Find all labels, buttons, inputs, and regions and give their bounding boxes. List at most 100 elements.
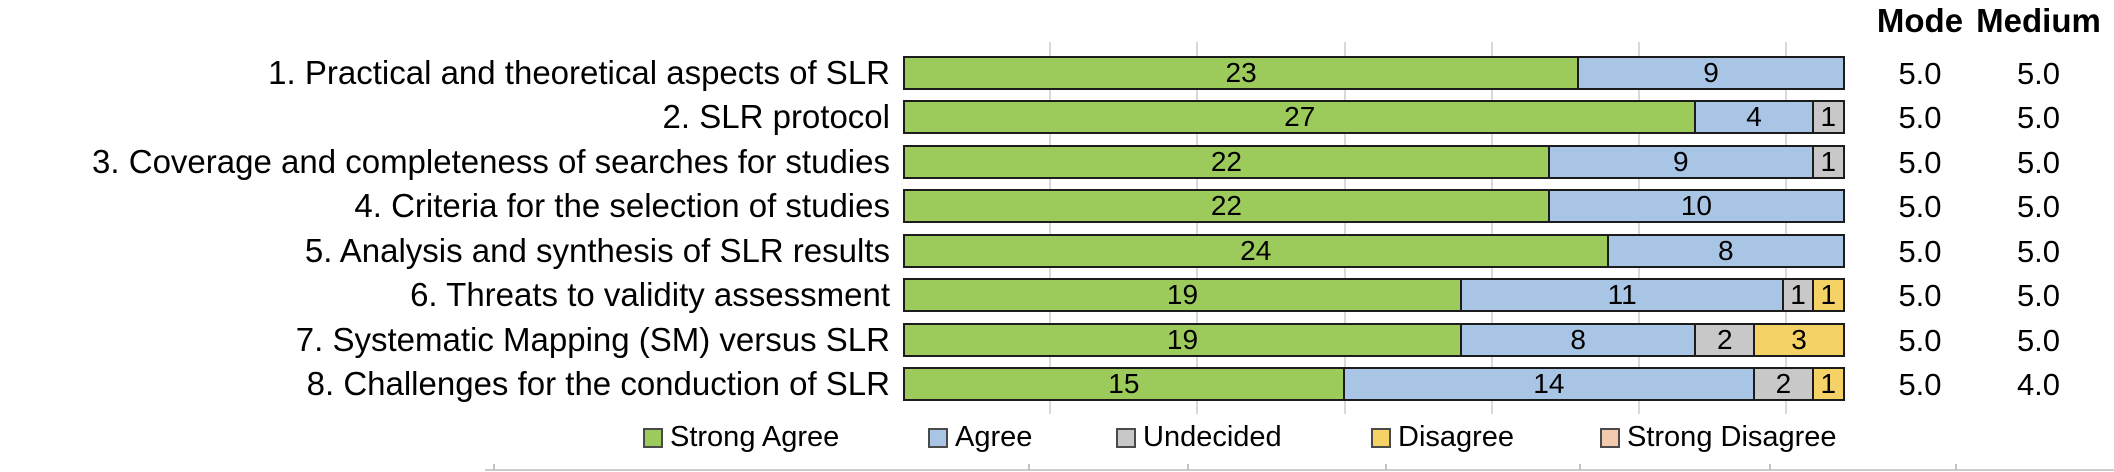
segment-value-label: 23 bbox=[1225, 58, 1257, 88]
category-label: 4. Criteria for the selection of studies bbox=[354, 187, 890, 224]
axis-tick bbox=[1187, 464, 1189, 471]
category-label: 2. SLR protocol bbox=[662, 98, 890, 135]
bar-segment-disagree: 3 bbox=[1755, 325, 1843, 355]
legend-item-disagree: Disagree bbox=[1371, 421, 1514, 454]
medium-value: 4.0 bbox=[2016, 367, 2061, 402]
bar-segment-strong-agree: 23 bbox=[905, 58, 1580, 88]
legend-item-undecided: Undecided bbox=[1116, 421, 1282, 454]
stacked-bar: 19 8 2 3 bbox=[903, 323, 1845, 357]
medium-value: 5.0 bbox=[2016, 100, 2061, 135]
legend-label: Strong Agree bbox=[670, 421, 840, 453]
bar-segment-strong-agree: 19 bbox=[905, 280, 1462, 310]
medium-value: 5.0 bbox=[2016, 56, 2061, 91]
category-label: 7. Systematic Mapping (SM) versus SLR bbox=[295, 321, 890, 358]
medium-value: 5.0 bbox=[2016, 145, 2061, 180]
segment-value-label: 2 bbox=[1716, 325, 1733, 355]
stacked-bar: 24 8 bbox=[903, 234, 1845, 268]
segment-value-label: 3 bbox=[1791, 325, 1807, 355]
mode-value: 5.0 bbox=[1898, 278, 1942, 313]
legend-label: Agree bbox=[955, 421, 1033, 453]
bar-segment-undecided: 1 bbox=[1813, 147, 1843, 177]
segment-value-label: 11 bbox=[1607, 280, 1637, 310]
stacked-bar: 27 4 1 bbox=[903, 100, 1845, 134]
stacked-bar: 19 11 1 1 bbox=[903, 278, 1845, 312]
gridline bbox=[1196, 42, 1199, 414]
segment-value-label: 22 bbox=[1210, 191, 1243, 221]
segment-value-label: 8 bbox=[1570, 325, 1586, 355]
bar-segment-undecided: 1 bbox=[1784, 280, 1814, 310]
category-label: 3. Coverage and completeness of searches… bbox=[92, 143, 890, 180]
segment-value-label: 9 bbox=[1672, 147, 1689, 177]
bar-segment-agree: 9 bbox=[1549, 147, 1814, 177]
legend-swatch-strong-agree-icon bbox=[643, 427, 663, 448]
medium-value: 5.0 bbox=[2016, 278, 2061, 313]
segment-value-label: 15 bbox=[1108, 369, 1140, 399]
category-label: 5. Analysis and synthesis of SLR results bbox=[304, 232, 890, 269]
legend-item-agree: Agree bbox=[928, 421, 1032, 454]
legend-label: Undecided bbox=[1143, 421, 1282, 453]
bar-segment-strong-agree: 27 bbox=[905, 102, 1697, 132]
segment-value-label: 1 bbox=[1790, 280, 1806, 310]
segment-value-label: 1 bbox=[1820, 102, 1837, 132]
bar-segment-agree: 10 bbox=[1549, 191, 1843, 221]
legend-swatch-agree-icon bbox=[928, 427, 948, 448]
axis-tick bbox=[1579, 464, 1581, 471]
bar-segment-disagree: 1 bbox=[1813, 280, 1843, 310]
legend-item-strong-agree: Strong Agree bbox=[643, 421, 839, 454]
mode-value: 5.0 bbox=[1898, 100, 1942, 135]
bar-segment-agree: 14 bbox=[1344, 369, 1756, 399]
medium-value: 5.0 bbox=[2016, 189, 2061, 224]
legend-swatch-undecided-icon bbox=[1116, 427, 1136, 448]
stacked-bar: 15 14 2 1 bbox=[903, 367, 1845, 401]
legend-label: Disagree bbox=[1398, 421, 1515, 453]
gridline bbox=[1490, 42, 1493, 414]
mode-value: 5.0 bbox=[1898, 367, 1942, 402]
bar-segment-strong-agree: 15 bbox=[905, 369, 1345, 399]
segment-value-label: 10 bbox=[1680, 191, 1713, 221]
segment-value-label: 22 bbox=[1210, 147, 1243, 177]
axis-tick bbox=[1769, 464, 1771, 471]
bar-segment-strong-agree: 22 bbox=[905, 147, 1550, 177]
segment-value-label: 8 bbox=[1717, 236, 1734, 266]
legend-item-strong-disagree: Strong Disagree bbox=[1600, 421, 1837, 454]
segment-value-label: 14 bbox=[1533, 369, 1565, 399]
bar-segment-agree: 9 bbox=[1579, 58, 1843, 88]
bar-segment-undecided: 1 bbox=[1813, 102, 1843, 132]
gridline bbox=[1785, 42, 1788, 414]
bottom-axis-line bbox=[485, 469, 2114, 471]
bar-segment-undecided: 2 bbox=[1755, 369, 1814, 399]
segment-value-label: 24 bbox=[1240, 236, 1272, 266]
legend-swatch-strong-disagree-icon bbox=[1600, 427, 1620, 448]
bar-segment-strong-agree: 19 bbox=[905, 325, 1462, 355]
segment-value-label: 2 bbox=[1775, 369, 1792, 399]
category-label: 1. Practical and theoretical aspects of … bbox=[268, 54, 890, 91]
mode-value: 5.0 bbox=[1898, 234, 1942, 269]
segment-value-label: 1 bbox=[1820, 147, 1837, 177]
mode-value: 5.0 bbox=[1898, 189, 1942, 224]
legend-swatch-disagree-icon bbox=[1371, 427, 1391, 448]
bar-segment-agree: 4 bbox=[1696, 102, 1814, 132]
segment-value-label: 19 bbox=[1166, 280, 1199, 310]
legend-label: Strong Disagree bbox=[1627, 421, 1837, 453]
bar-segment-agree: 8 bbox=[1461, 325, 1697, 355]
segment-value-label: 19 bbox=[1166, 325, 1199, 355]
axis-tick bbox=[1028, 464, 1030, 471]
segment-value-label: 1 bbox=[1820, 280, 1837, 310]
bar-segment-agree: 11 bbox=[1461, 280, 1785, 310]
segment-value-label: 9 bbox=[1703, 58, 1719, 88]
axis-tick bbox=[493, 464, 495, 471]
category-label: 8. Challenges for the conduction of SLR bbox=[306, 365, 890, 402]
mode-value: 5.0 bbox=[1898, 323, 1942, 358]
stacked-bar: 22 9 1 bbox=[903, 145, 1845, 179]
axis-tick bbox=[1955, 464, 1957, 471]
segment-value-label: 4 bbox=[1746, 102, 1762, 132]
gridline bbox=[1049, 42, 1052, 414]
bar-segment-strong-agree: 22 bbox=[905, 191, 1550, 221]
bar-segment-agree: 8 bbox=[1608, 236, 1843, 266]
mode-value: 5.0 bbox=[1898, 56, 1942, 91]
segment-value-label: 27 bbox=[1284, 102, 1316, 132]
stacked-bar: 23 9 bbox=[903, 56, 1845, 90]
medium-column-header: Medium bbox=[1976, 2, 2101, 39]
bar-segment-strong-agree: 24 bbox=[905, 236, 1609, 266]
